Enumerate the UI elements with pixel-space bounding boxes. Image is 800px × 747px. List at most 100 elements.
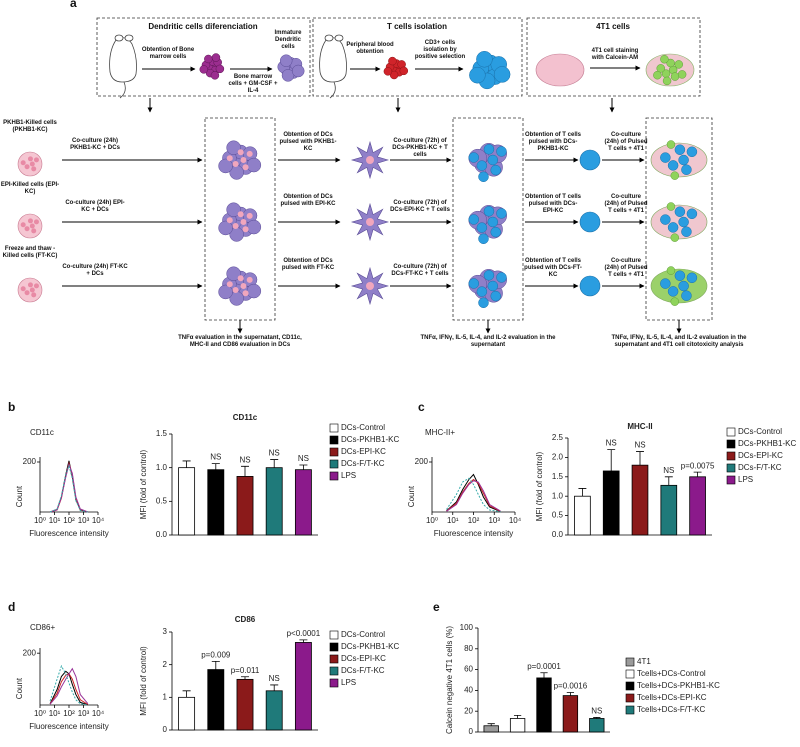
bar <box>483 725 499 733</box>
y-tick-label: 1 <box>163 692 168 701</box>
source-label: Freeze and thaw -Killed cells (FT-KC) <box>2 246 58 259</box>
source-label: EPI-Killed cells (EPI-KC) <box>0 182 60 195</box>
legend-swatch <box>329 459 339 469</box>
dc-coculture-cell <box>226 140 241 155</box>
y-tick-label: 0.0 <box>552 530 564 539</box>
y-tick-label: 1.0 <box>552 491 564 500</box>
killed-cell-fragment <box>240 219 247 225</box>
histogram-line <box>446 473 501 512</box>
step-label: Obtention of T cells pulsed with DCs-EPI… <box>524 194 581 214</box>
y-axis-label: MFI (fold of control) <box>139 449 148 519</box>
t-cell <box>674 144 686 155</box>
bar <box>236 678 254 731</box>
calcein-spot <box>666 266 676 275</box>
y-axis-label: Calcein negative 4T1 cells (%) <box>445 626 454 734</box>
y-axis-label: Count <box>15 485 24 507</box>
t-cell <box>476 286 488 297</box>
bar <box>178 696 196 731</box>
t-cell <box>667 286 679 297</box>
bone-marrow-cell <box>215 64 225 74</box>
mouse-illustration <box>109 37 137 83</box>
pulsed-t-cell <box>579 211 601 233</box>
y-tick-label: 3 <box>163 627 168 636</box>
panel-label: e <box>433 600 440 614</box>
killed-cell-fragment <box>31 292 37 298</box>
calcein-spot <box>656 64 666 73</box>
step-label: Co-culture (72h) of DCs-EPI-KC + T cells <box>390 200 450 213</box>
bar <box>294 642 312 731</box>
t-cell <box>686 208 698 220</box>
killed-cell-fragment <box>246 150 253 157</box>
bar <box>207 669 225 731</box>
error-bar <box>607 449 616 471</box>
t-cell <box>496 146 507 157</box>
killed-cell-fragment <box>226 281 233 288</box>
y-tick-label: 1.0 <box>156 463 168 472</box>
killed-cell-fragment <box>31 228 37 234</box>
t-cell <box>478 171 489 183</box>
t-cell <box>493 66 511 83</box>
t-cell <box>483 270 495 281</box>
panel-label: a <box>70 0 77 10</box>
x-tick-label: 10¹ <box>49 709 61 718</box>
legend-label: DCs-EPI-KC <box>341 447 386 456</box>
error-bar <box>299 464 308 470</box>
y-tick-label: 2 <box>163 660 168 669</box>
bone-marrow-cell <box>211 53 221 62</box>
mouse-ear <box>324 34 334 42</box>
step-label: Obtention of DCs pulsed with PKHB1-KC <box>279 132 337 152</box>
error-bar <box>693 471 702 477</box>
error-bar <box>593 717 601 719</box>
significance-label: p=0.009 <box>201 651 231 660</box>
legend-label: DCs-Control <box>341 423 385 432</box>
bar <box>574 495 591 536</box>
section-title: T cells isolation <box>386 22 447 31</box>
legend-swatch <box>726 439 736 449</box>
legend-swatch <box>329 447 339 457</box>
calcein-spot <box>674 60 684 69</box>
t-cell <box>667 222 679 233</box>
killed-cell-fragment <box>29 287 35 293</box>
legend-swatch <box>625 693 635 703</box>
legend-swatch <box>625 705 635 715</box>
dc-coculture-cell <box>218 158 233 174</box>
y-tick-label: 1.5 <box>156 429 168 438</box>
x-tick-label: 10³ <box>488 516 500 525</box>
killed-cell-fragment <box>242 226 249 233</box>
killed-cell-fragment <box>246 276 253 283</box>
x-tick-label: 10¹ <box>49 516 61 525</box>
t-cell <box>678 216 689 228</box>
t-cell <box>487 280 499 292</box>
dc-nucleus <box>366 156 374 164</box>
blood-cell <box>399 66 409 76</box>
chart-title: CD11c <box>233 413 258 422</box>
t-cell <box>660 214 671 225</box>
x-tick-label: 10³ <box>78 516 90 525</box>
t-cell <box>681 290 692 301</box>
significance-label: p<0.0001 <box>287 629 321 638</box>
step-label: Co-culture (24h) of Pulsed T cells + 4T1 <box>604 194 648 214</box>
step-label: Co-culture (24h) of Pulsed T cells + 4T1 <box>604 132 648 152</box>
mouse-illustration <box>319 37 347 83</box>
killed-cell-fragment <box>27 218 33 224</box>
bar <box>536 677 552 733</box>
killed-cell-fragment <box>31 166 37 172</box>
bone-marrow-cell <box>210 71 220 80</box>
calcein-spot <box>660 54 669 64</box>
killed-cell-fragment <box>240 283 247 289</box>
x-axis-label: Fluorescence intensity <box>29 529 109 538</box>
t-cell <box>476 50 493 68</box>
legend-swatch <box>625 681 635 691</box>
dc-coculture-cell <box>226 202 241 217</box>
y-tick-label: 40 <box>464 686 473 695</box>
y-tick-label: 200 <box>23 648 37 657</box>
t-cell <box>468 214 480 225</box>
killed-cell-fragment <box>242 164 249 171</box>
legend-swatch <box>329 630 339 640</box>
step-label: Obtention of Bone marrow cells <box>141 47 195 60</box>
calcein-spot <box>666 140 676 149</box>
bar <box>509 718 526 733</box>
bar <box>660 484 678 536</box>
killed-cell-fragment <box>27 156 33 162</box>
